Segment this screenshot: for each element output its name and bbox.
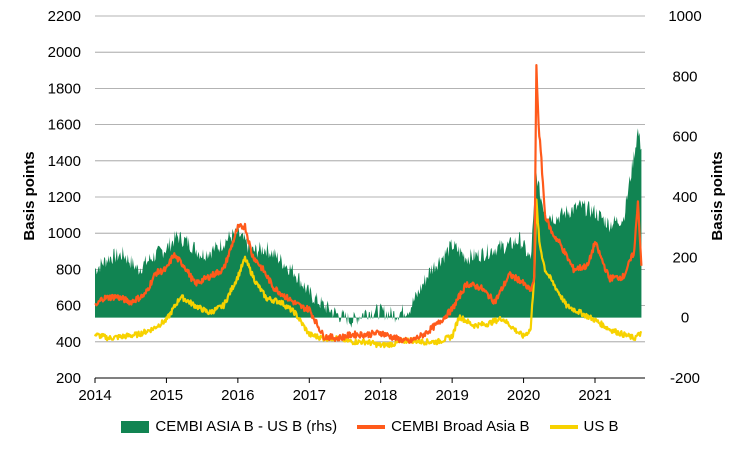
x-axis-ticks: 2014 2015 2016 2017 2018 2019 2020 2021 bbox=[78, 378, 612, 404]
legend-item-cembi: CEMBI Broad Asia B bbox=[357, 418, 530, 435]
legend: CEMBI ASIA B - US B (rhs) CEMBI Broad As… bbox=[0, 418, 740, 435]
left-tick-label: 200 bbox=[56, 370, 81, 387]
right-axis-title: Basis points bbox=[709, 151, 726, 240]
x-tick-label: 2021 bbox=[578, 387, 611, 404]
right-tick-label: -200 bbox=[670, 370, 700, 387]
left-tick-label: 2200 bbox=[48, 8, 81, 25]
right-tick-label: 800 bbox=[672, 68, 697, 85]
left-tick-label: 1200 bbox=[48, 189, 81, 206]
left-axis-ticks: 200 400 600 800 1000 1200 1400 1600 1800 2000 2200 bbox=[48, 8, 81, 387]
right-tick-label: 600 bbox=[672, 129, 697, 146]
legend-label-spread: CEMBI ASIA B - US B (rhs) bbox=[155, 418, 338, 435]
right-tick-label: 0 bbox=[681, 310, 689, 327]
legend-swatch-cembi bbox=[357, 424, 386, 429]
left-tick-label: 1800 bbox=[48, 80, 81, 97]
x-tick-label: 2020 bbox=[507, 387, 540, 404]
cembi-line bbox=[94, 63, 643, 344]
x-tick-label: 2016 bbox=[221, 387, 254, 404]
left-tick-label: 1000 bbox=[48, 225, 81, 242]
legend-swatch-spread bbox=[121, 420, 150, 433]
left-axis-title: Basis points bbox=[21, 151, 38, 240]
left-tick-label: 2000 bbox=[48, 44, 81, 61]
spread-area bbox=[95, 128, 642, 328]
usb-line bbox=[93, 198, 643, 349]
series-lines-layer bbox=[93, 63, 643, 349]
spread-area-layer bbox=[95, 128, 642, 328]
legend-label-usb: US B bbox=[583, 418, 619, 435]
right-tick-label: 400 bbox=[672, 189, 697, 206]
legend-swatch-usb bbox=[549, 424, 578, 429]
right-tick-label: 200 bbox=[672, 249, 697, 266]
legend-item-spread: CEMBI ASIA B - US B (rhs) bbox=[121, 418, 337, 435]
x-tick-label: 2018 bbox=[364, 387, 397, 404]
legend-label-cembi: CEMBI Broad Asia B bbox=[391, 418, 530, 435]
left-tick-label: 400 bbox=[56, 334, 81, 351]
left-tick-label: 800 bbox=[56, 261, 81, 278]
x-tick-label: 2017 bbox=[293, 387, 326, 404]
right-axis-ticks: -200 0 200 400 600 800 1000 bbox=[668, 8, 701, 387]
left-tick-label: 1600 bbox=[48, 117, 81, 134]
legend-item-usb: US B bbox=[549, 418, 619, 435]
left-tick-label: 600 bbox=[56, 298, 81, 315]
x-tick-label: 2014 bbox=[78, 387, 111, 404]
right-tick-label: 1000 bbox=[668, 8, 701, 25]
x-tick-label: 2015 bbox=[150, 387, 183, 404]
left-tick-label: 1400 bbox=[48, 153, 81, 170]
x-tick-label: 2019 bbox=[435, 387, 468, 404]
